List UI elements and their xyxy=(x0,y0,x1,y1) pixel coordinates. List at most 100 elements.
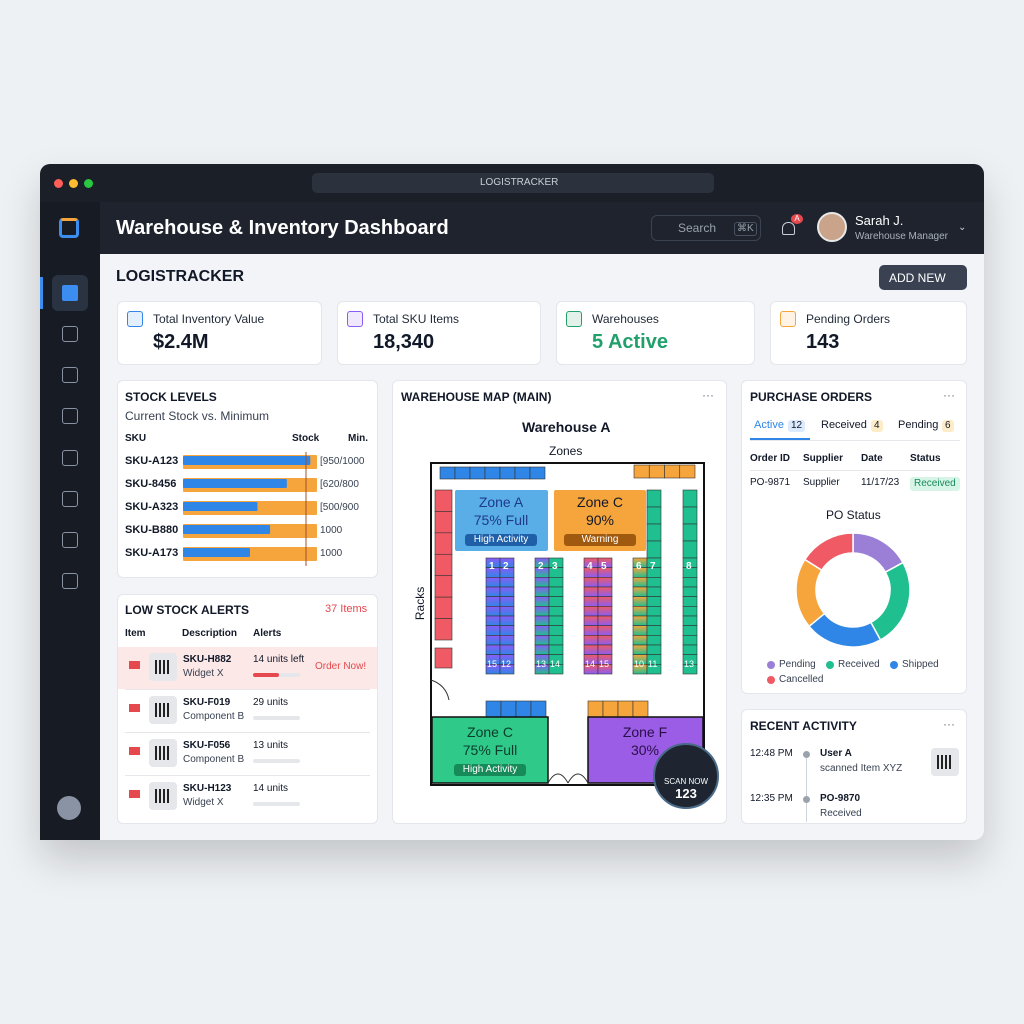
rack-cell xyxy=(632,625,648,636)
nav-icon[interactable] xyxy=(62,285,78,301)
user-avatar-small[interactable] xyxy=(57,796,81,820)
rack-cell xyxy=(646,540,662,559)
zone-name: Zone C xyxy=(467,724,513,741)
nav-icon[interactable] xyxy=(62,367,78,383)
rack-cell xyxy=(632,644,648,655)
sku: SKU-A323 xyxy=(125,501,179,514)
rack-cell xyxy=(682,635,698,646)
order-now[interactable]: Order Now! xyxy=(315,660,367,672)
kpi-value: 143 xyxy=(806,330,840,353)
tab[interactable]: Pending xyxy=(898,419,939,432)
rack-number: 15 xyxy=(487,659,498,670)
rack-cell xyxy=(632,577,648,588)
rack-cell xyxy=(434,596,453,619)
rack-cell xyxy=(597,615,613,626)
search-box[interactable] xyxy=(651,215,761,241)
zone-name: Zone A xyxy=(478,494,524,511)
row-divider xyxy=(125,689,370,690)
flag[interactable] xyxy=(129,790,140,798)
rack-cell xyxy=(583,606,599,617)
timeline-dot xyxy=(803,796,810,803)
nav-icon[interactable] xyxy=(62,532,78,548)
tab[interactable]: Received xyxy=(821,419,867,432)
tab-count[interactable]: 4 xyxy=(871,419,883,433)
rack-cell xyxy=(434,489,453,512)
add-button-label[interactable]: ADD NEW xyxy=(889,270,946,285)
sku: SKU-8456 xyxy=(125,478,177,491)
kpi-icon xyxy=(127,311,143,327)
card-menu: ··· xyxy=(943,387,955,402)
tab-count[interactable]: 12 xyxy=(788,419,806,433)
stock-label: [950/1000 xyxy=(320,455,365,467)
rack-cell xyxy=(597,577,613,588)
column-header: Alerts xyxy=(253,627,282,639)
rack-cell xyxy=(646,577,662,588)
alert-text: 14 units xyxy=(253,782,289,794)
scan-count[interactable]: 123 xyxy=(675,785,697,801)
url-bar[interactable] xyxy=(312,173,714,193)
rack-cell xyxy=(499,606,515,617)
rack-cell xyxy=(633,464,650,479)
tab-count[interactable]: 6 xyxy=(942,419,954,433)
column-header: Date xyxy=(861,452,883,464)
rack-cell xyxy=(534,577,550,588)
header-title: Warehouse & Inventory Dashboard xyxy=(116,216,449,239)
rack-cell xyxy=(499,596,515,607)
nav-icon[interactable] xyxy=(62,326,78,342)
alert-bar xyxy=(253,759,300,763)
rack-cell xyxy=(500,700,517,718)
add-button[interactable] xyxy=(879,265,967,290)
card-title: RECENT ACTIVITY xyxy=(750,718,857,733)
rack-cell xyxy=(597,606,613,617)
rack-cell xyxy=(548,625,564,636)
alert-text: 29 units xyxy=(253,696,289,708)
rack-cell xyxy=(682,540,698,559)
rack-number: 2 xyxy=(503,560,509,572)
rack-cell xyxy=(646,664,662,675)
column-header: Stock xyxy=(292,432,320,444)
avatar[interactable] xyxy=(817,212,847,242)
flag[interactable] xyxy=(129,704,140,712)
flag[interactable] xyxy=(129,661,140,669)
rack-cell xyxy=(597,644,613,655)
nav-icon[interactable] xyxy=(62,408,78,424)
barcode-icon xyxy=(931,748,959,776)
rack-cell xyxy=(499,615,515,626)
rack-cell xyxy=(499,635,515,646)
legend-swatch xyxy=(767,661,775,669)
timeline xyxy=(806,752,807,822)
rack-cell xyxy=(583,625,599,636)
kpi-label: Total Inventory Value xyxy=(153,311,265,326)
alert-count: 37 Items xyxy=(325,603,368,616)
rack-cell xyxy=(597,586,613,597)
column-header: Item xyxy=(125,627,146,639)
user-menu: ⌄ xyxy=(958,221,967,233)
scan-label[interactable]: SCAN NOW xyxy=(664,777,708,787)
legend-label: Pending xyxy=(779,658,816,670)
kpi-label: Pending Orders xyxy=(806,311,891,326)
brand: LOGISTRACKER xyxy=(116,268,244,286)
window-dot[interactable] xyxy=(69,179,78,188)
window-dot[interactable] xyxy=(54,179,63,188)
flag[interactable] xyxy=(129,747,140,755)
tab[interactable]: Active xyxy=(754,419,784,432)
rack-cell xyxy=(534,596,550,607)
nav-icon[interactable] xyxy=(62,573,78,589)
nav-icon[interactable] xyxy=(62,491,78,507)
nav-icon[interactable] xyxy=(62,450,78,466)
bell[interactable] xyxy=(782,222,795,235)
rack-cell xyxy=(434,575,453,598)
rack-cell xyxy=(617,700,634,718)
rack-cell xyxy=(682,586,698,597)
card-menu: ··· xyxy=(943,716,955,731)
rack-cell xyxy=(434,553,453,577)
rack-cell xyxy=(485,586,501,597)
rack-number: 6 xyxy=(636,560,642,572)
window-dot[interactable] xyxy=(84,179,93,188)
rack-cell xyxy=(499,664,515,675)
rack-cell xyxy=(583,644,599,655)
barcode-icon xyxy=(149,653,177,681)
activity-time: 12:48 PM xyxy=(750,747,793,759)
rack-cell xyxy=(548,644,564,655)
